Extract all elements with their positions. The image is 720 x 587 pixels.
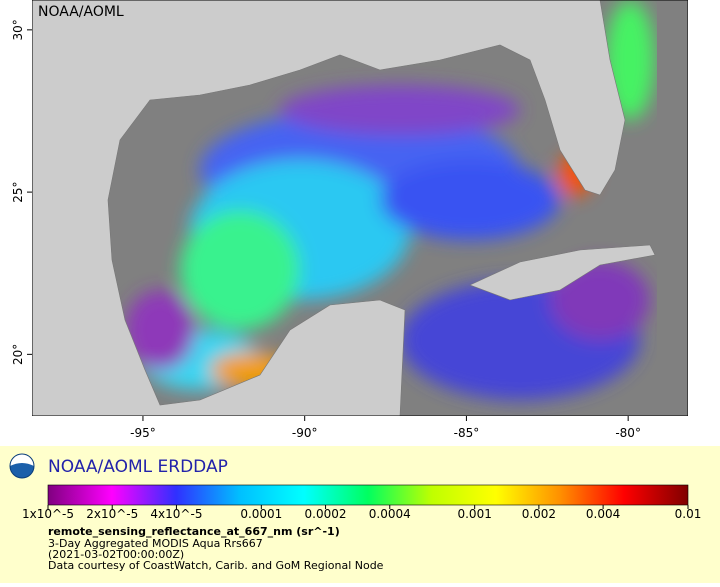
colorbar-tick-label: 0.004 [586, 507, 620, 521]
colorbar-tick-label: 4x10^-5 [150, 507, 202, 521]
map-area [32, 0, 688, 416]
x-tick-label: -95° [130, 426, 156, 440]
colorbar-tick-label: 0.0001 [240, 507, 282, 521]
legend-title: NOAA/AOML ERDDAP [48, 457, 228, 477]
y-tick-label: 30° [11, 19, 25, 40]
x-tick-label: -80° [615, 426, 641, 440]
note: (2021-03-02T00:00:00Z) [48, 548, 184, 561]
colorbar-tick-label: 0.002 [522, 507, 556, 521]
land-cuba [469, 244, 656, 301]
colorbar [47, 484, 689, 506]
colorbar-tick-label: 2x10^-5 [86, 507, 138, 521]
colorbar-tick-label: 0.001 [457, 507, 491, 521]
reflectance-field [125, 0, 655, 400]
y-tick-label: 20° [11, 344, 25, 365]
x-tick-label: -85° [454, 426, 480, 440]
y-tick-label: 25° [11, 181, 25, 202]
no-data-strip [657, 0, 688, 416]
legend-panel [0, 446, 720, 583]
map-label: NOAA/AOML [38, 4, 124, 20]
x-tick-label: -90° [292, 426, 318, 440]
noaa-logo [9, 453, 35, 479]
colorbar-tick-label: 0.0004 [369, 507, 411, 521]
note: 3-Day Aggregated MODIS Aqua Rrs667 [48, 537, 263, 550]
colorbar-tick-label: 0.0002 [305, 507, 347, 521]
variable-name: remote_sensing_reflectance_at_667_nm (sr… [48, 525, 340, 538]
colorbar-tick-label: 1x10^-5 [22, 507, 74, 521]
colorbar-tick-label: 0.01 [675, 507, 702, 521]
land-mainland [32, 0, 626, 416]
note: Data courtesy of CoastWatch, Carib. and … [48, 559, 384, 572]
